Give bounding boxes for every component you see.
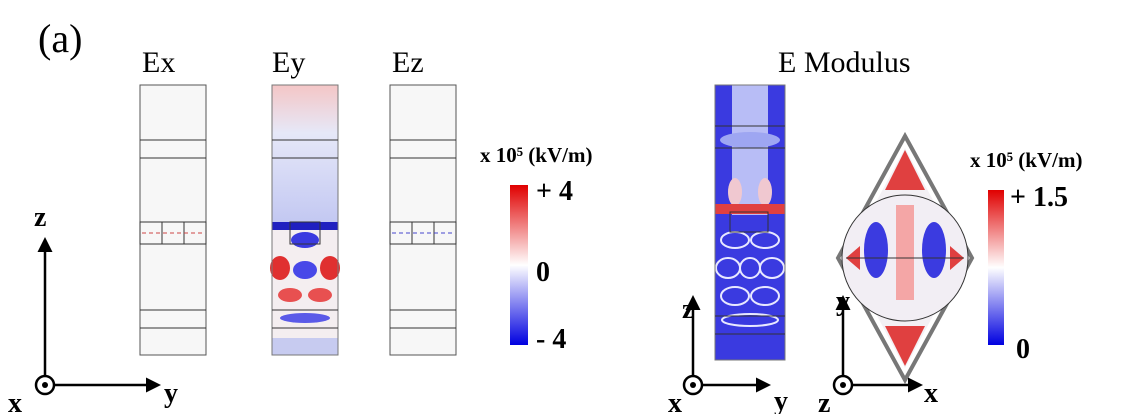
modulus-side-map	[714, 84, 786, 361]
axis-label: z	[34, 202, 46, 233]
axis-label: z	[818, 388, 830, 414]
figure-content: (a) Ex Ey Ez x 10⁵ (kV/m) + 4 0 - 4	[8, 16, 1082, 414]
axis-label: x	[8, 388, 22, 414]
colorbar-unit: x 10⁵ (kV/m)	[480, 143, 592, 167]
field-title: Ey	[272, 46, 305, 79]
axes-side	[682, 295, 771, 396]
axis-label: y	[164, 378, 178, 409]
ez-map	[389, 84, 457, 356]
ex-map	[139, 84, 207, 356]
modulus-top-map	[835, 131, 975, 385]
colorbar-label: 0	[536, 257, 550, 288]
colorbar-unit: x 10⁵ (kV/m)	[970, 148, 1082, 172]
axis-label: x	[924, 378, 938, 409]
colorbar	[510, 185, 528, 345]
colorbar-label: + 4	[536, 176, 573, 207]
field-title: Ex	[142, 46, 175, 79]
axis-label: y	[774, 386, 788, 414]
axes-top	[832, 295, 923, 396]
modulus-title: E Modulus	[778, 46, 911, 79]
axis-label: x	[668, 388, 682, 414]
axes-left	[34, 237, 161, 396]
colorbar-label: - 4	[536, 324, 566, 355]
colorbar-label: 0	[1016, 334, 1030, 365]
colorbar-label: + 1.5	[1010, 182, 1068, 213]
axis-label: y	[836, 286, 850, 317]
field-title: Ez	[392, 46, 424, 79]
panel-label: (a)	[38, 16, 82, 61]
axis-label: z	[682, 294, 694, 325]
colorbar	[988, 190, 1004, 345]
ey-map	[270, 84, 340, 356]
